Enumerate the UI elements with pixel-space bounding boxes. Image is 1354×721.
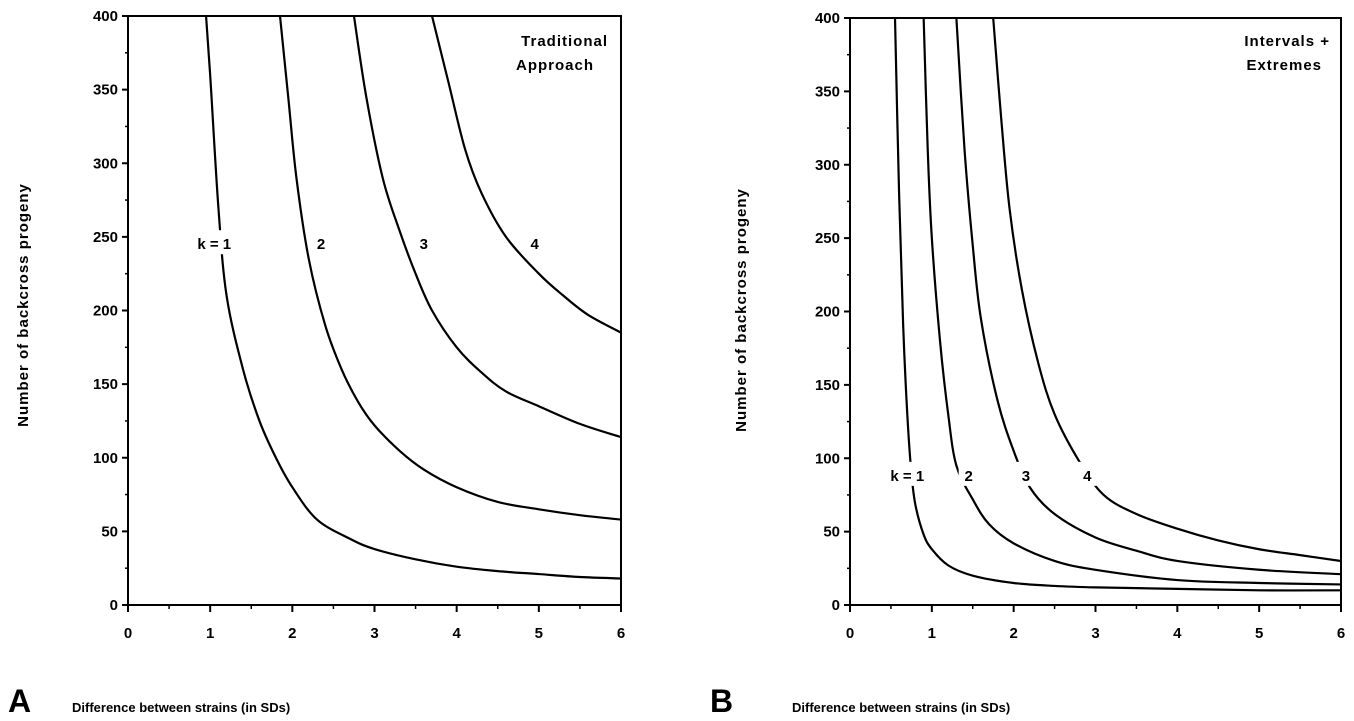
series-line-1 bbox=[204, 16, 621, 580]
plot-frame bbox=[849, 17, 1342, 606]
x-axis-title: Difference between strains (in SDs) bbox=[72, 700, 290, 715]
y-tick-label: 0 bbox=[832, 597, 840, 614]
panel-letter: A bbox=[8, 683, 31, 719]
y-tick-label: 350 bbox=[93, 82, 118, 99]
y-tick-label: 150 bbox=[815, 377, 840, 394]
y-axis-title: Number of backcross progeny bbox=[15, 183, 32, 427]
chart-panel-b: B Difference between strains (in SDs) Nu… bbox=[710, 10, 1345, 719]
panel-title-line-1: Traditional bbox=[521, 33, 608, 50]
series-label-2: 2 bbox=[317, 236, 325, 253]
y-tick-label: 50 bbox=[823, 524, 840, 541]
series-label-3: 3 bbox=[420, 236, 428, 253]
y-axis-title: Number of backcross progeny bbox=[733, 188, 750, 432]
series-line-2 bbox=[922, 18, 1341, 586]
series-line-3 bbox=[955, 18, 1341, 576]
x-tick-label: 0 bbox=[846, 625, 854, 642]
x-tick-label: 5 bbox=[1255, 625, 1263, 642]
series-label-bg bbox=[1077, 461, 1098, 486]
y-tick-label: 50 bbox=[101, 523, 118, 540]
series-label-bg bbox=[882, 461, 933, 486]
y-tick-label: 300 bbox=[815, 157, 840, 174]
x-tick-label: 1 bbox=[206, 625, 214, 642]
series-label-2: 2 bbox=[964, 468, 972, 485]
x-tick-label: 4 bbox=[1173, 625, 1182, 642]
series-line-4 bbox=[992, 18, 1341, 563]
series-group bbox=[204, 16, 621, 580]
series-label-4: 4 bbox=[1083, 468, 1092, 485]
series-group bbox=[893, 18, 1341, 592]
panel-title-line-2: Approach bbox=[516, 57, 594, 74]
panel-title-line-1: Intervals + bbox=[1244, 33, 1330, 50]
plot-frame bbox=[127, 15, 622, 606]
x-tick-label: 1 bbox=[928, 625, 936, 642]
series-label-bg bbox=[958, 461, 979, 486]
series-line-2 bbox=[278, 16, 621, 521]
x-axis-title: Difference between strains (in SDs) bbox=[792, 700, 1010, 715]
y-tick-label: 100 bbox=[815, 450, 840, 467]
series-label-bg bbox=[189, 230, 240, 255]
y-tick-label: 0 bbox=[110, 597, 118, 614]
y-tick-label: 300 bbox=[93, 155, 118, 172]
series-label-bg bbox=[1015, 461, 1036, 486]
series-label-bg bbox=[311, 230, 332, 255]
y-tick-label: 350 bbox=[815, 83, 840, 100]
y-tick-label: 400 bbox=[815, 10, 840, 27]
y-tick-label: 250 bbox=[93, 229, 118, 246]
x-tick-label: 0 bbox=[124, 625, 132, 642]
x-tick-label: 4 bbox=[452, 625, 461, 642]
y-tick-label: 150 bbox=[93, 376, 118, 393]
series-line-1 bbox=[893, 18, 1341, 592]
x-tick-label: 2 bbox=[1009, 625, 1017, 642]
x-tick-label: 2 bbox=[288, 625, 296, 642]
y-tick-label: 100 bbox=[93, 450, 118, 467]
y-tick-label: 200 bbox=[815, 304, 840, 321]
series-label-bg bbox=[413, 230, 434, 255]
series-label-1: k = 1 bbox=[197, 236, 231, 253]
series-label-3: 3 bbox=[1022, 468, 1030, 485]
y-tick-label: 250 bbox=[815, 230, 840, 247]
series-label-bg bbox=[524, 230, 545, 255]
series-line-3 bbox=[352, 16, 621, 439]
series-label-4: 4 bbox=[531, 236, 540, 253]
panel-title-line-2: Extremes bbox=[1246, 57, 1322, 74]
series-line-4 bbox=[430, 16, 621, 334]
x-tick-label: 3 bbox=[370, 625, 378, 642]
x-tick-label: 6 bbox=[1337, 625, 1345, 642]
chart-panel-a: A Difference between strains (in SDs) Nu… bbox=[8, 8, 625, 719]
x-tick-label: 5 bbox=[535, 625, 543, 642]
x-tick-label: 3 bbox=[1091, 625, 1099, 642]
panel-letter: B bbox=[710, 683, 733, 719]
y-tick-label: 200 bbox=[93, 303, 118, 320]
series-label-1: k = 1 bbox=[890, 468, 924, 485]
y-tick-label: 400 bbox=[93, 8, 118, 25]
x-tick-label: 6 bbox=[617, 625, 625, 642]
